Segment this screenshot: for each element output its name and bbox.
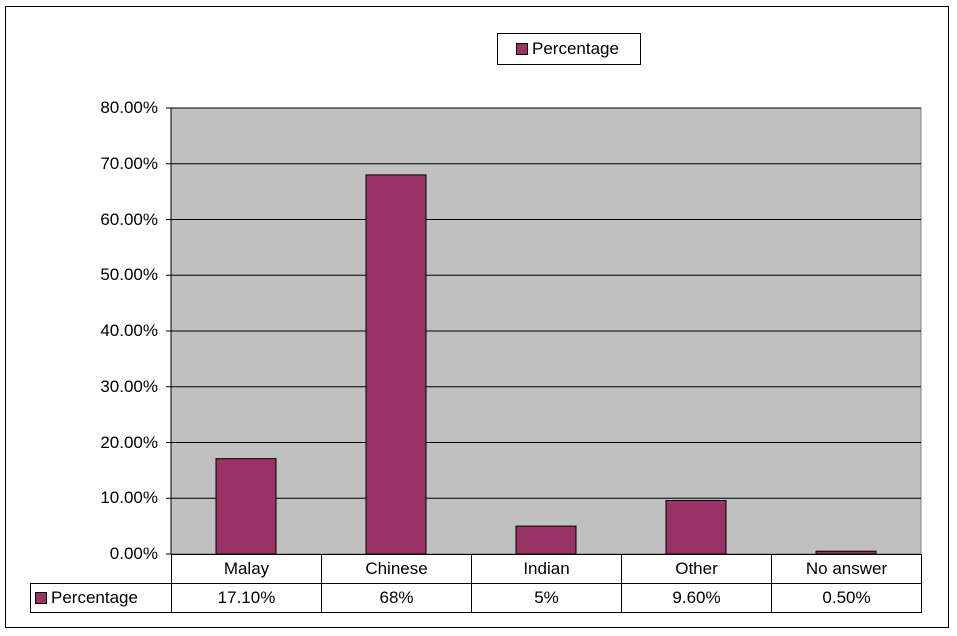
row-header-label: Percentage	[51, 588, 138, 607]
row-header: Percentage	[30, 583, 172, 613]
value-cell: 17.10%	[171, 583, 322, 613]
category-label: Indian	[471, 554, 622, 584]
y-tick-label: 30.00%	[100, 376, 158, 396]
category-label: Chinese	[321, 554, 472, 584]
value-row: Percentage 17.10% 68% 5% 9.60% 0.50%	[30, 583, 922, 613]
legend-label: Percentage	[532, 39, 619, 58]
value-cell: 5%	[471, 583, 622, 613]
value-cell: 0.50%	[771, 583, 922, 613]
category-label: Other	[621, 554, 772, 584]
y-tick-label: 70.00%	[100, 153, 158, 173]
y-tick-label: 60.00%	[100, 209, 158, 229]
bar-chinese	[365, 174, 427, 555]
data-table: Malay Chinese Indian Other No answer Per…	[30, 554, 922, 613]
row-swatch	[35, 592, 47, 604]
bar-malay	[215, 458, 277, 555]
y-tick-label: 80.00%	[100, 98, 158, 117]
y-tick-label: 10.00%	[100, 488, 158, 508]
chart-frame	[5, 6, 949, 628]
y-tick-label: 40.00%	[100, 321, 158, 340]
category-label: No answer	[771, 554, 922, 584]
bar-other	[665, 499, 727, 555]
bar-indian	[515, 525, 577, 555]
table-corner	[30, 554, 172, 584]
value-cell: 68%	[321, 583, 472, 613]
y-tick-label: 20.00%	[100, 432, 158, 452]
category-label: Malay	[171, 554, 322, 584]
y-tick-label: 50.00%	[100, 265, 158, 285]
legend: Percentage	[497, 33, 641, 65]
legend-swatch	[516, 43, 528, 55]
category-row: Malay Chinese Indian Other No answer	[30, 554, 922, 584]
value-cell: 9.60%	[621, 583, 772, 613]
